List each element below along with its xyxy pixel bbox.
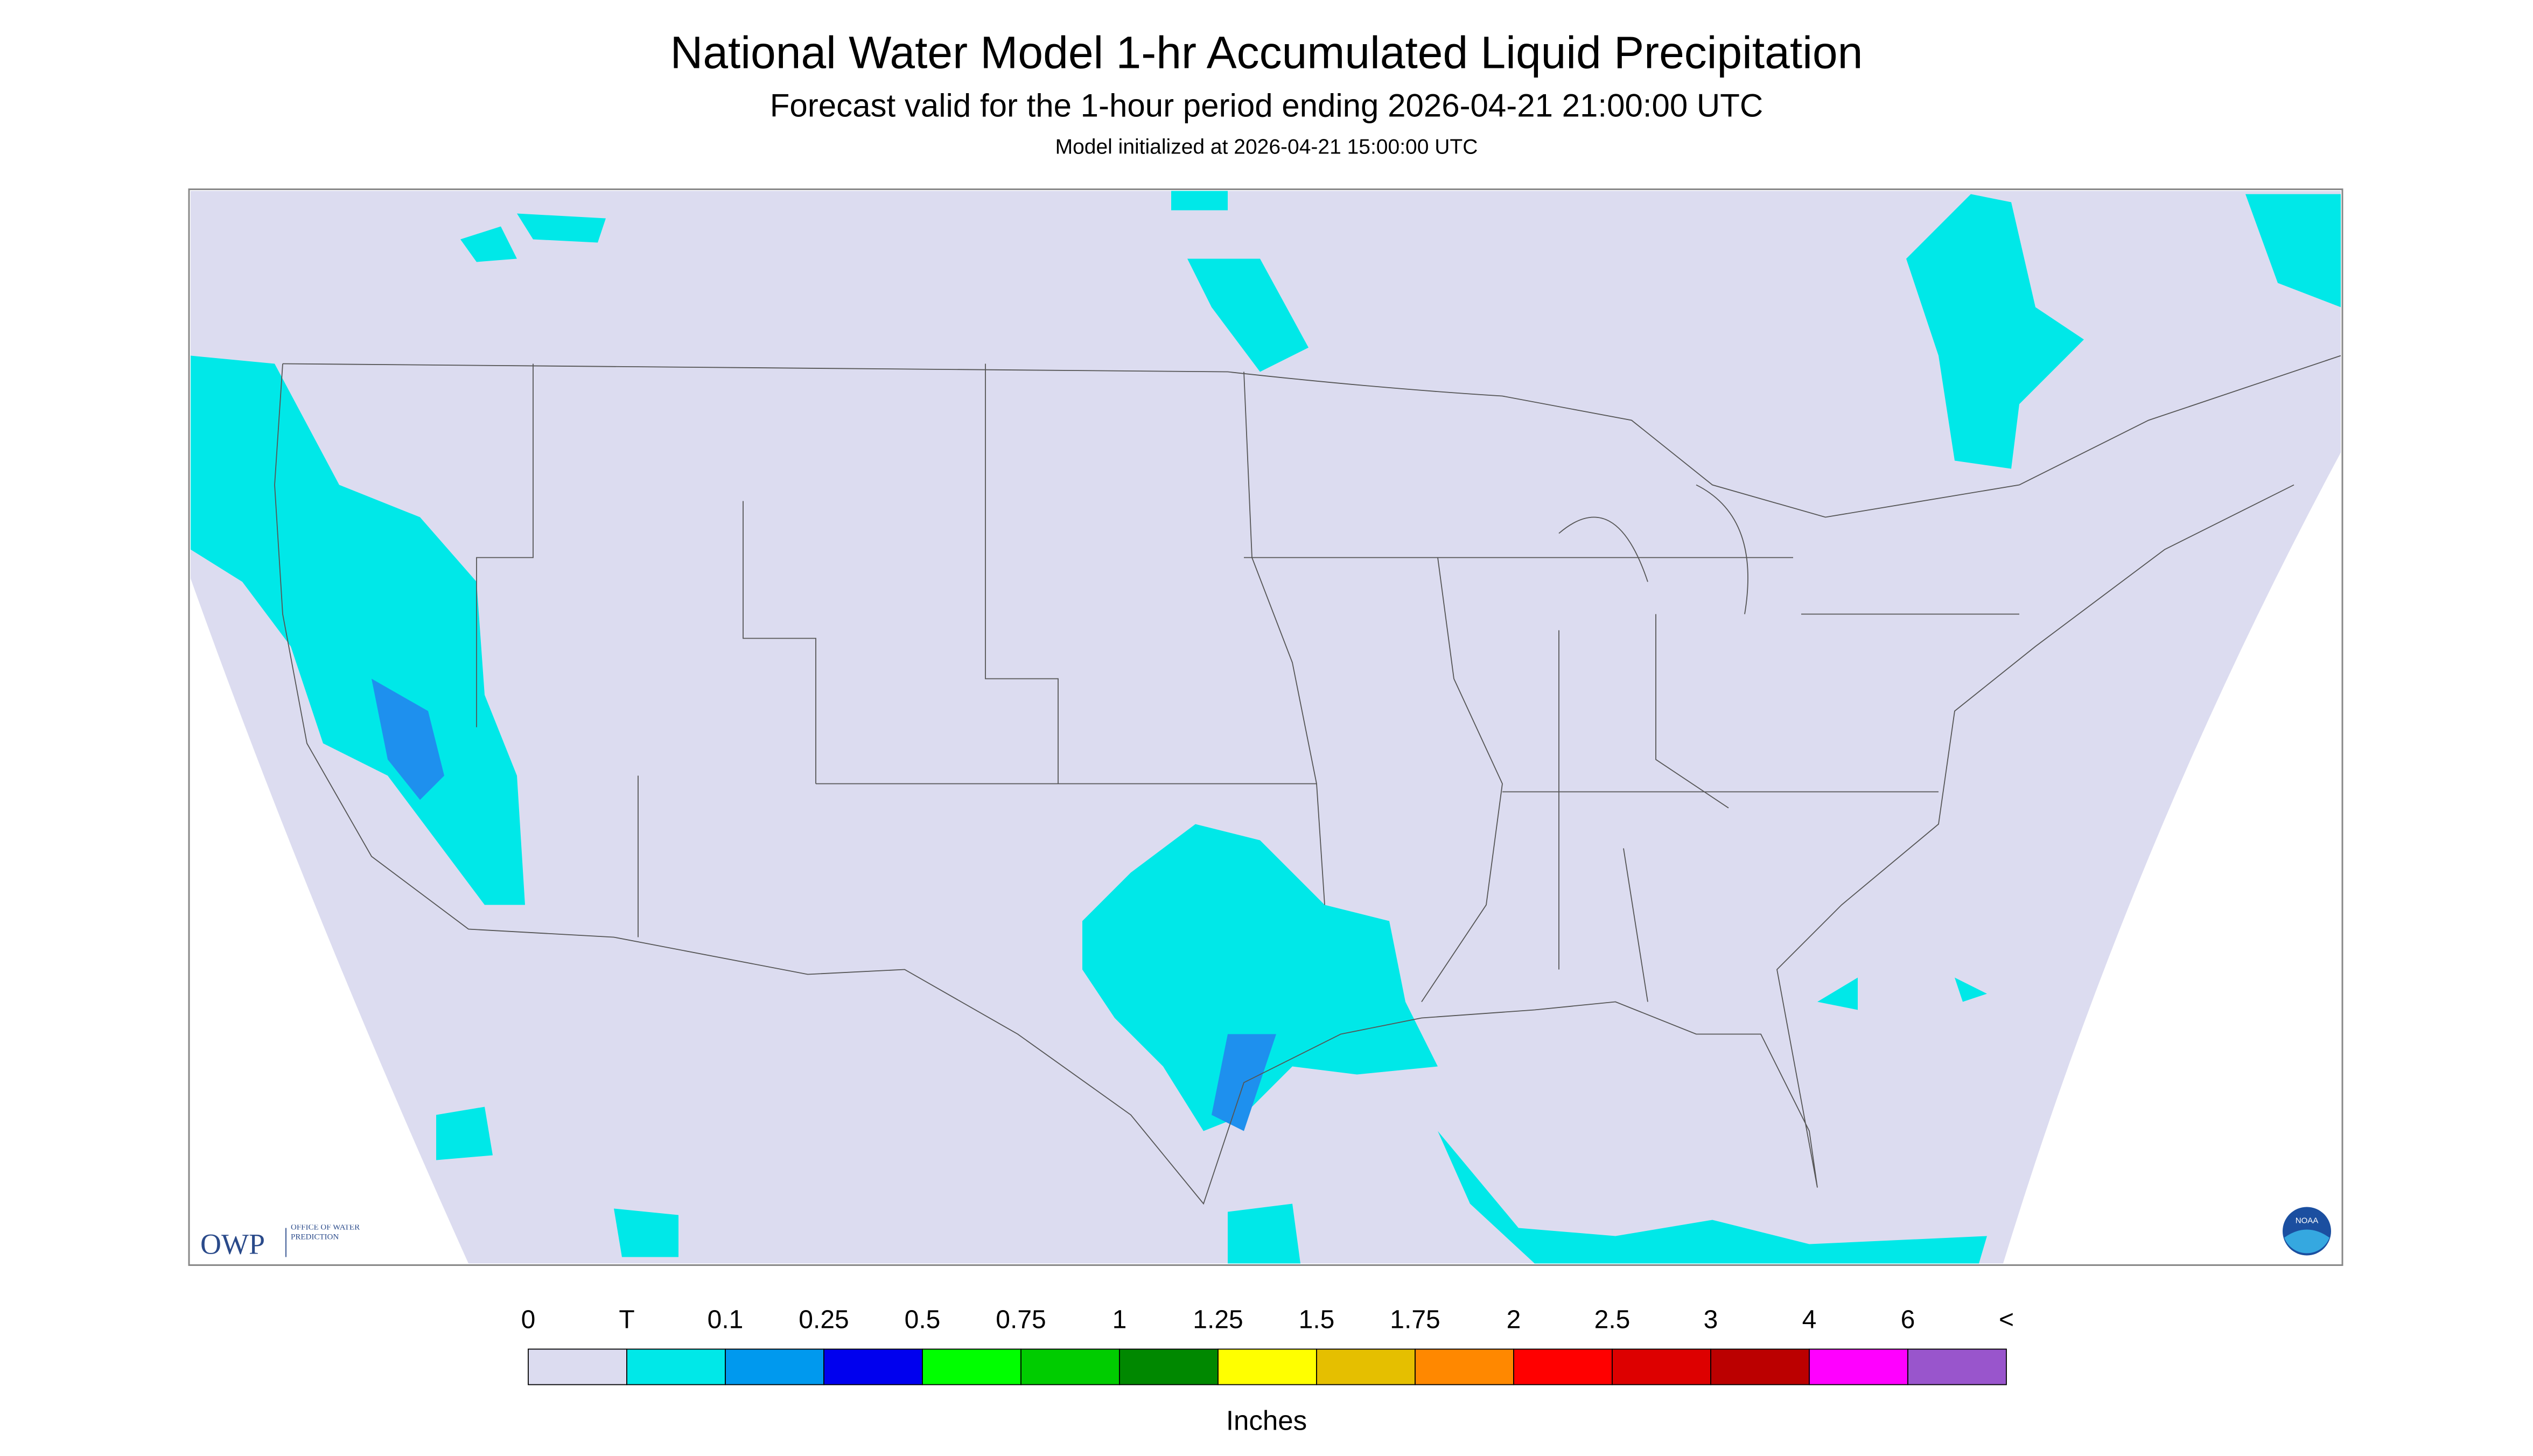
owp-logo: OWP OFFICE OF WATER PREDICTION [200,1224,360,1261]
noaa-text: NOAA [2296,1216,2319,1226]
legend-swatch [823,1348,923,1385]
legend-label: 0.25 [799,1306,849,1334]
legend-label: < [1999,1306,2014,1334]
legend-label: 6 [1901,1306,1915,1334]
legend-label: 3 [1704,1306,1718,1334]
legend-label: 1.75 [1390,1306,1440,1334]
legend-label: 0.75 [996,1306,1046,1334]
borders [274,355,2341,1205]
legend-unit: Inches [1226,1405,1307,1436]
legend: Inches 0 T 0.1 0.25 0.5 0.75 1 1.25 1.5 1.75 2 2.5 3… [521,1306,2014,1436]
legend-swatch [1020,1348,1120,1385]
legend-swatch [1513,1348,1613,1385]
legend-swatch [725,1348,824,1385]
legend-swatch [528,1348,627,1385]
init-time: Model initialized at 2026-04-21 15:00:00… [1055,136,1478,159]
map: OWP OFFICE OF WATER PREDICTION NOAA [188,188,2343,1266]
legend-swatch [1316,1348,1416,1385]
legend-label: T [619,1306,634,1334]
legend-swatch [1415,1348,1514,1385]
noaa-logo: NOAA [2283,1207,2331,1256]
legend-label: 1 [1112,1306,1127,1334]
legend-label: 0.1 [708,1306,744,1334]
legend-swatch [626,1348,726,1385]
subtitle: Forecast valid for the 1-hour period end… [770,88,1763,124]
legend-label: 1.25 [1193,1306,1243,1334]
legend-swatch [1710,1348,1810,1385]
domain [191,191,2341,1264]
legend-swatch [1217,1348,1317,1385]
legend-label: 2 [1507,1306,1521,1334]
legend-swatch [1907,1348,2007,1385]
owp-text: OWP [200,1228,265,1261]
legend-label: 0 [521,1306,536,1334]
legend-swatch [922,1348,1021,1385]
legend-label: 1.5 [1299,1306,1335,1334]
legend-label: 2.5 [1594,1306,1631,1334]
owp-full: OFFICE OF WATER PREDICTION [291,1224,360,1243]
legend-label: 0.5 [905,1306,941,1334]
legend-label: 4 [1802,1306,1817,1334]
legend-swatch [1612,1348,1711,1385]
legend-swatch [1809,1348,1908,1385]
precip [191,191,2341,1264]
legend-swatch [1119,1348,1219,1385]
title: National Water Model 1-hr Accumulated Li… [670,27,1863,78]
